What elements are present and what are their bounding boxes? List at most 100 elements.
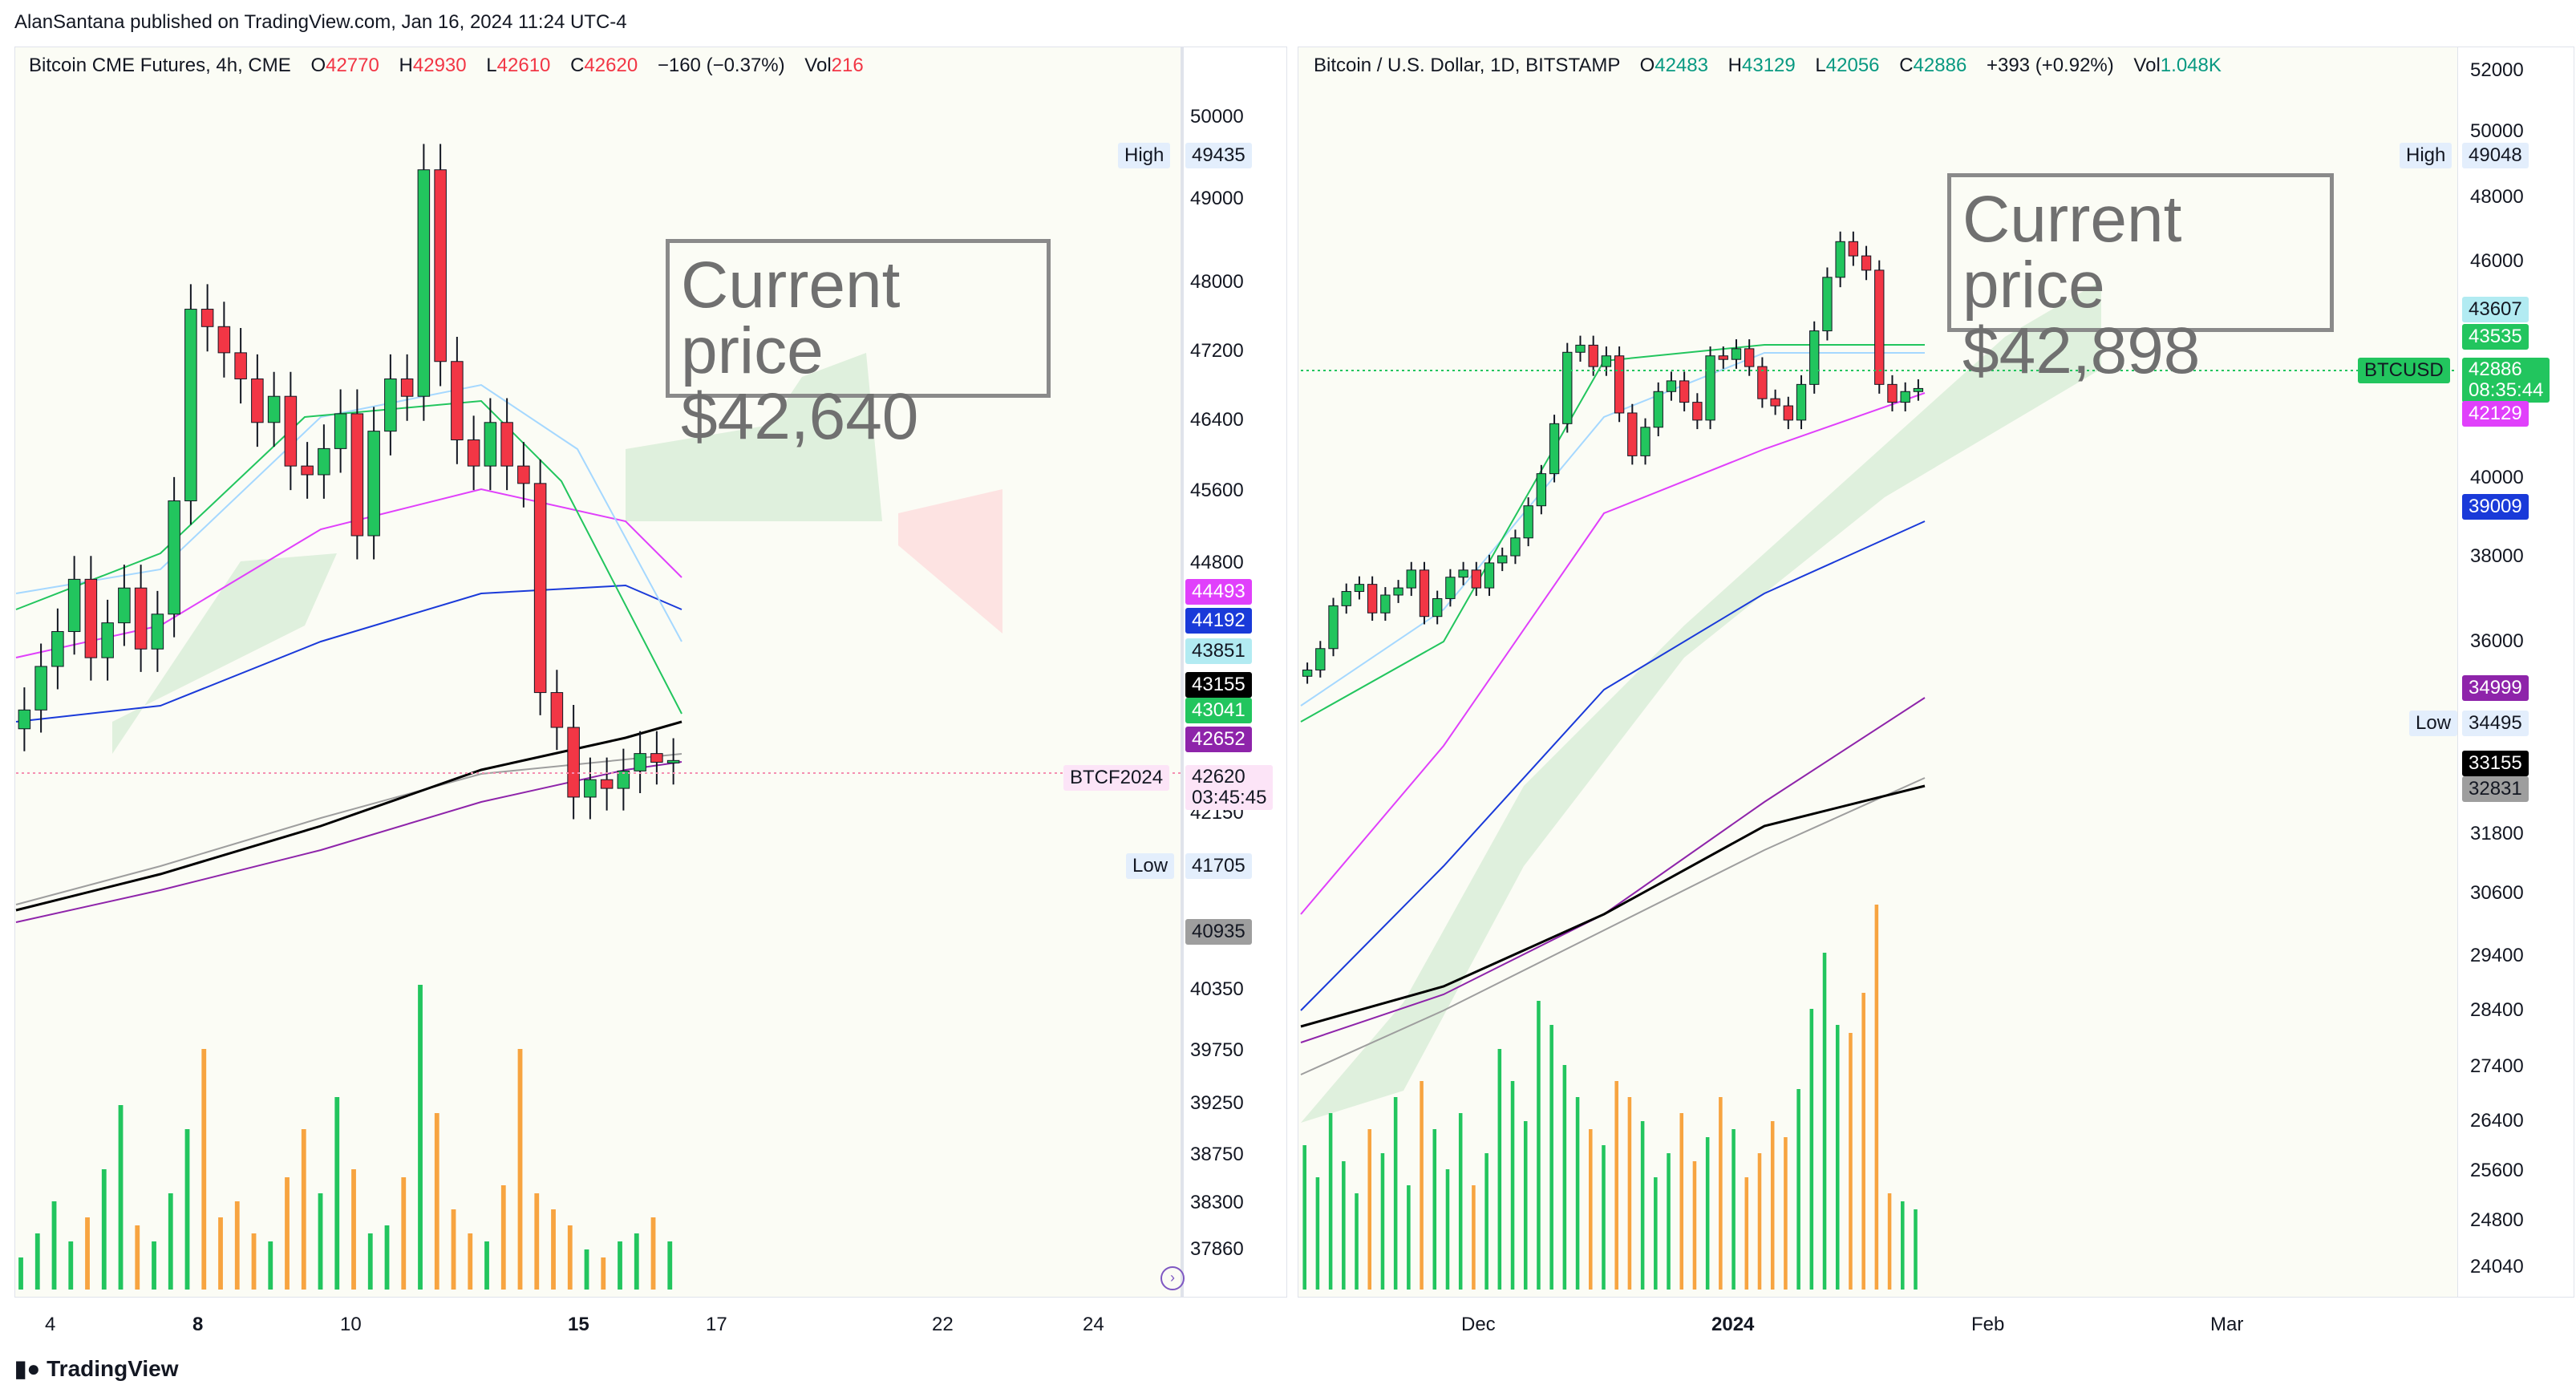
- right-chart-volume-bar: [1640, 1121, 1645, 1290]
- right-chart-volume-bar: [1472, 1185, 1476, 1290]
- right-chart-candle-body: [1354, 584, 1365, 593]
- left-last-price-tag: 42620 03:45:45: [1185, 765, 1274, 810]
- right-chart-candle-body: [1809, 330, 1820, 385]
- left-chart-volume-bar: [434, 1113, 439, 1290]
- left-chart-candle-body: [184, 309, 197, 502]
- left-chart-volume-bar: [118, 1105, 124, 1290]
- right-chart-volume-bar: [1784, 1137, 1788, 1290]
- right-chart-candle-body: [1562, 351, 1573, 424]
- left-chart-volume-bar: [401, 1177, 407, 1290]
- left-price-tick: 39250: [1190, 1092, 1244, 1114]
- right-chart-candle-body: [1874, 269, 1885, 385]
- left-chart-ichimoku-cloud: [112, 553, 337, 754]
- left-chart-candle-body: [18, 709, 31, 730]
- left-chart-candle-body: [550, 692, 564, 728]
- left-chart-volume-bar: [517, 1049, 523, 1290]
- left-chart-candle-body: [151, 613, 164, 650]
- left-chart-volume-bar: [551, 1209, 556, 1290]
- right-price-tick: 38000: [2470, 545, 2524, 567]
- right-symbol-tag: BTCUSD: [2358, 358, 2450, 383]
- left-chart-candle-body: [84, 578, 98, 658]
- right-chart-candle-body: [1302, 669, 1313, 677]
- left-chart-candle-body: [334, 413, 347, 449]
- left-chart-volume-bar: [18, 1257, 23, 1290]
- right-low-value: 42056: [1825, 55, 1880, 76]
- left-chart-volume-bar: [184, 1129, 190, 1290]
- left-time-tick: 24: [1083, 1314, 1104, 1335]
- left-time-tick: 10: [340, 1314, 362, 1335]
- right-chart-volume-bar: [1602, 1145, 1606, 1290]
- tradingview-logo[interactable]: ▮● TradingView: [14, 1355, 179, 1382]
- goto-realtime-icon[interactable]: ›: [1160, 1266, 1185, 1290]
- right-vol-label: Vol: [2133, 55, 2161, 76]
- left-time-tick: 8: [192, 1314, 204, 1335]
- left-chart-candle-body: [567, 727, 580, 798]
- right-level-label: 34999: [2462, 675, 2529, 701]
- left-level-label: 43155: [1185, 672, 1252, 698]
- left-chart-volume-bar: [218, 1217, 223, 1290]
- left-price-tick: 45600: [1190, 480, 1244, 501]
- right-chart-candle-body: [1393, 587, 1403, 596]
- left-chart-volume-bar: [601, 1257, 606, 1290]
- left-time-tick: 4: [45, 1314, 56, 1335]
- left-chart-candle-body: [118, 587, 131, 624]
- right-legend: Bitcoin / U.S. Dollar, 1D, BITSTAMP O424…: [1314, 55, 2222, 77]
- right-chart-candle-body: [1861, 255, 1872, 271]
- right-chart-volume-bar: [1562, 1065, 1567, 1290]
- left-chart-candle-body: [517, 465, 530, 484]
- left-symbol-tag: BTCF2024: [1063, 765, 1170, 791]
- right-high-tag: High: [2400, 143, 2452, 168]
- left-chart-candle-body: [600, 779, 614, 789]
- left-level-label: 44493: [1185, 579, 1252, 605]
- left-current-price-line1: Current price: [681, 249, 901, 387]
- left-time-tick: 22: [932, 1314, 954, 1335]
- right-level-label: 43535: [2462, 324, 2529, 350]
- right-chart-volume-bar: [1575, 1097, 1580, 1290]
- left-chart-ma-line: [15, 383, 682, 642]
- right-price-tick: 52000: [2470, 59, 2524, 81]
- left-chart-candle-body: [51, 631, 64, 667]
- left-high-value-tag: 49435: [1185, 143, 1252, 168]
- right-chart-candle-body: [1627, 412, 1638, 456]
- left-time-tick: 15: [568, 1314, 589, 1335]
- left-chart-candle-body: [367, 431, 380, 537]
- left-chart-candle-body: [584, 779, 597, 798]
- left-chart-volume-bar: [567, 1225, 573, 1290]
- right-chart-candle-body: [1419, 569, 1430, 618]
- left-chart-candle-body: [301, 465, 314, 476]
- right-chart-volume-bar: [1380, 1153, 1385, 1290]
- right-chart-volume-bar: [1537, 1001, 1541, 1290]
- right-chart-volume-bar: [1393, 1097, 1398, 1290]
- right-chart-volume-bar: [1874, 905, 1879, 1290]
- right-price-tick: 25600: [2470, 1160, 2524, 1181]
- publisher-line: AlanSantana published on TradingView.com…: [14, 11, 627, 33]
- right-price-tick: 29400: [2470, 945, 2524, 966]
- right-chart-candle-body: [1536, 473, 1547, 507]
- right-close-value: 42886: [1913, 55, 1967, 76]
- right-level-label: 43607: [2462, 297, 2529, 322]
- right-chart-panel[interactable]: [1298, 47, 2498, 1298]
- right-last-price-tag: 42886 08:35:44: [2462, 358, 2550, 403]
- right-chart-volume-bar: [1589, 1129, 1593, 1290]
- right-price-axis[interactable]: [2457, 47, 2574, 1298]
- right-chart-volume-bar: [1654, 1177, 1658, 1290]
- right-open-value: 42483: [1655, 55, 1708, 76]
- left-chart-candle-body: [451, 361, 464, 441]
- right-time-tick: Dec: [1461, 1314, 1496, 1335]
- left-chart-volume-bar: [268, 1241, 273, 1290]
- left-chart-volume-bar: [667, 1241, 673, 1290]
- right-chart-candle-body: [1575, 344, 1586, 353]
- left-chart-volume-bar: [251, 1233, 257, 1290]
- right-price-tick: 46000: [2470, 250, 2524, 272]
- right-chart-volume-bar: [1914, 1209, 1918, 1290]
- right-chart-candle-body: [1601, 355, 1612, 367]
- right-chart-volume-bar: [1367, 1129, 1372, 1290]
- right-chart-candle-body: [1666, 380, 1677, 392]
- left-chart-candle-body: [417, 169, 431, 397]
- left-countdown: 03:45:45: [1192, 787, 1267, 808]
- left-chart-candle-body: [267, 395, 281, 423]
- left-level-label: 42652: [1185, 727, 1252, 752]
- right-time-tick: Feb: [1971, 1314, 2005, 1335]
- right-low-label: L: [1815, 55, 1826, 76]
